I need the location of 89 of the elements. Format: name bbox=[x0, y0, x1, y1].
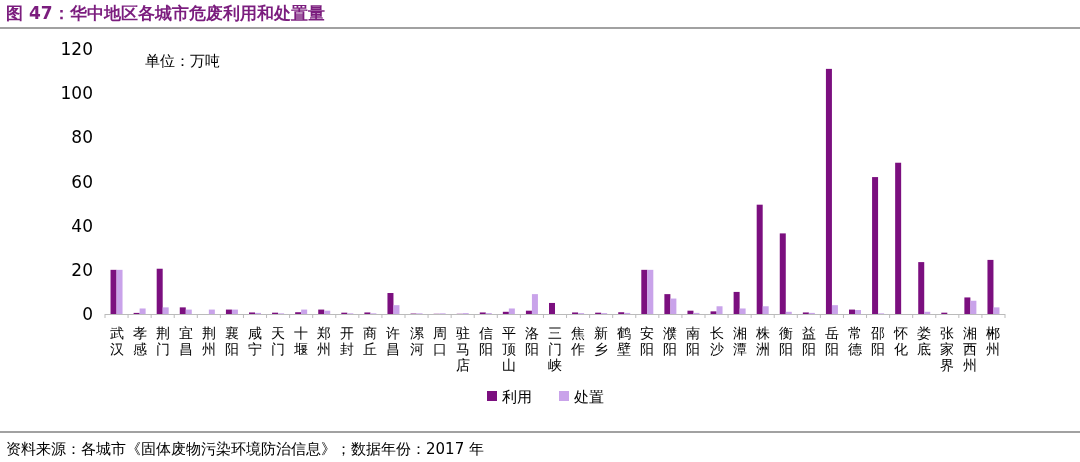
bar bbox=[825, 68, 832, 314]
bar bbox=[110, 269, 117, 314]
x-tick-label: 襄阳 bbox=[224, 325, 239, 358]
bar bbox=[855, 310, 861, 314]
bar bbox=[872, 177, 879, 314]
x-tick-label: 焦作 bbox=[570, 325, 586, 358]
bar bbox=[964, 297, 971, 314]
bar bbox=[762, 306, 769, 314]
bar bbox=[531, 294, 538, 314]
bar bbox=[393, 305, 400, 314]
x-tick-label: 武汉 bbox=[109, 325, 124, 358]
x-tick-label: 郴州 bbox=[986, 325, 1001, 358]
x-tick-label: 宜昌 bbox=[178, 325, 193, 358]
bar bbox=[116, 269, 123, 314]
bar bbox=[987, 259, 994, 314]
x-tick-label: 娄底 bbox=[917, 325, 932, 358]
bar bbox=[687, 310, 694, 314]
x-tick-label: 三门峡 bbox=[548, 325, 562, 374]
bar bbox=[162, 307, 169, 314]
y-tick-label: 0 bbox=[82, 304, 93, 324]
bar bbox=[641, 269, 648, 314]
bar bbox=[924, 311, 931, 314]
x-tick-label: 郑州 bbox=[317, 325, 332, 358]
x-tick-label: 驻马店 bbox=[455, 325, 470, 374]
x-tick-label: 咸宁 bbox=[248, 325, 262, 358]
x-tick-label: 漯河 bbox=[409, 325, 424, 358]
y-tick-label: 120 bbox=[60, 39, 93, 59]
bar bbox=[756, 204, 763, 314]
legend-label: 利用 bbox=[502, 388, 532, 406]
bar bbox=[502, 311, 509, 314]
x-tick-label: 常德 bbox=[848, 325, 862, 358]
x-tick-label: 安阳 bbox=[640, 325, 655, 358]
y-tick-label: 40 bbox=[71, 215, 93, 236]
x-tick-label: 孝感 bbox=[132, 325, 147, 358]
bar bbox=[710, 311, 717, 314]
x-tick-label: 湘西州 bbox=[963, 325, 978, 374]
x-tick-label: 荆州 bbox=[201, 325, 216, 358]
bar bbox=[970, 300, 977, 314]
x-tick-label: 衡阳 bbox=[778, 325, 793, 358]
y-tick-label: 80 bbox=[71, 127, 93, 148]
bar bbox=[918, 262, 925, 314]
chart-title: 图 47：华中地区各城市危废利用和处置量 bbox=[6, 3, 325, 23]
bar bbox=[525, 310, 532, 314]
x-tick-label: 益阳 bbox=[801, 325, 816, 358]
annotation: 单位：万吨 bbox=[145, 52, 220, 70]
bar bbox=[739, 308, 746, 314]
x-tick-label: 岳阳 bbox=[824, 325, 839, 358]
bar bbox=[733, 291, 740, 314]
x-tick-label: 怀化 bbox=[893, 325, 909, 358]
bar bbox=[716, 306, 723, 314]
y-tick-label: 20 bbox=[71, 259, 93, 280]
x-tick-label: 张家界 bbox=[940, 325, 955, 374]
x-tick-label: 株洲 bbox=[754, 325, 770, 358]
bar bbox=[179, 307, 186, 314]
x-tick-label: 商丘 bbox=[363, 325, 378, 358]
x-tick-label: 天门 bbox=[271, 325, 286, 358]
x-tick-label: 平顶山 bbox=[501, 325, 516, 374]
bar bbox=[508, 308, 515, 314]
x-tick-label: 周口 bbox=[432, 325, 447, 358]
x-tick-label: 湘潭 bbox=[732, 325, 747, 358]
bar bbox=[670, 298, 677, 314]
x-tick-label: 南阳 bbox=[686, 325, 701, 358]
text: 资料来源：各城市《固体废物污染环境防治信息》；数据年份：2017 年 bbox=[6, 440, 484, 458]
x-tick-label: 洛阳 bbox=[524, 325, 539, 358]
bar bbox=[831, 305, 838, 314]
x-tick-label: 鹤壁 bbox=[617, 325, 632, 358]
bar bbox=[895, 162, 902, 314]
bar bbox=[647, 269, 654, 314]
bar bbox=[785, 311, 792, 314]
x-tick-label: 新乡 bbox=[594, 325, 609, 358]
y-tick-label: 100 bbox=[60, 83, 93, 104]
y-tick-label: 60 bbox=[71, 171, 93, 192]
x-tick-label: 长沙 bbox=[709, 325, 724, 358]
bar bbox=[664, 294, 671, 314]
x-tick-label: 荆门 bbox=[155, 325, 170, 358]
bar bbox=[324, 310, 331, 314]
x-tick-label: 濮阳 bbox=[663, 325, 678, 358]
x-tick-label: 许昌 bbox=[386, 325, 401, 358]
x-tick-label: 邵阳 bbox=[871, 325, 886, 358]
legend-label: 处置 bbox=[574, 388, 604, 406]
bar bbox=[156, 268, 163, 314]
bar bbox=[387, 293, 394, 314]
x-tick-label: 信阳 bbox=[478, 325, 493, 358]
bar bbox=[993, 307, 1000, 314]
x-tick-label: 十堰 bbox=[293, 325, 309, 358]
bar bbox=[779, 233, 786, 314]
bar bbox=[139, 308, 146, 314]
x-tick-label: 开封 bbox=[340, 325, 355, 358]
bar bbox=[549, 302, 555, 314]
